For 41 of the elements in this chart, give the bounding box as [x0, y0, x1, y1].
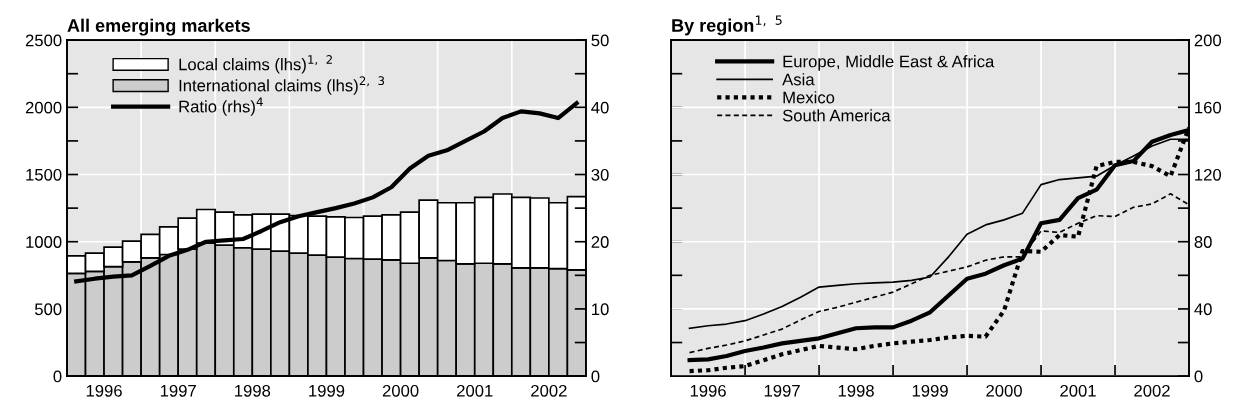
legend-label: South America — [782, 109, 891, 122]
x-tick-label: 2000 — [382, 384, 419, 397]
x-tick-label: 1996 — [690, 384, 726, 397]
x-tick-label: 1999 — [912, 384, 948, 397]
chart-title: All emerging markets — [67, 18, 250, 36]
legend-label: International claims (lhs)$^{2, 3}$ — [179, 76, 385, 95]
legend-label: Mexico — [783, 91, 835, 104]
y-tick-label: 2000 — [25, 101, 62, 114]
y2-tick-label: 0 — [1194, 370, 1203, 383]
x-tick-label: 2000 — [986, 384, 1022, 397]
x-tick-label: 1998 — [838, 384, 874, 397]
legend-label: Local claims (lhs)$^{1, 2}$ — [179, 55, 332, 74]
y-tick-label: 1500 — [26, 168, 62, 181]
legend-label: Europe, Middle East & Africa — [783, 55, 995, 71]
y2-tick-label: 0 — [591, 370, 600, 383]
y-tick-label: 500 — [34, 303, 62, 316]
x-tick-label: 1997 — [764, 384, 800, 397]
x-tick-label: 1998 — [235, 384, 271, 397]
chart-title: By region$^{1, 5}$ — [672, 15, 782, 36]
y2-tick-label: 160 — [1195, 101, 1222, 114]
x-tick-label: 2002 — [531, 384, 567, 397]
y-tick-label: 1000 — [26, 236, 62, 248]
x-tick-label: 1999 — [309, 384, 345, 397]
x-tick-label: 2001 — [457, 384, 493, 397]
y2-tick-label: 200 — [1194, 34, 1222, 47]
y-tick-label: 2500 — [25, 34, 62, 47]
x-tick-label: 1997 — [160, 384, 196, 397]
y2-tick-label: 40 — [1194, 303, 1212, 316]
y-tick-label: 0 — [53, 370, 62, 383]
y2-tick-label: 10 — [592, 303, 609, 316]
y2-tick-label: 80 — [1194, 236, 1212, 248]
y2-tick-label: 120 — [1195, 168, 1222, 181]
legend-label: Asia — [782, 73, 815, 86]
x-tick-label: 2002 — [1134, 384, 1170, 397]
y2-tick-label: 50 — [591, 34, 609, 47]
x-tick-label: 1996 — [86, 384, 122, 397]
y2-tick-label: 20 — [591, 236, 609, 248]
y2-tick-label: 30 — [591, 168, 609, 181]
legend-label: Ratio (rhs)$^{4}$ — [179, 97, 263, 116]
y2-tick-label: 40 — [591, 101, 609, 114]
x-tick-label: 2001 — [1060, 384, 1096, 397]
